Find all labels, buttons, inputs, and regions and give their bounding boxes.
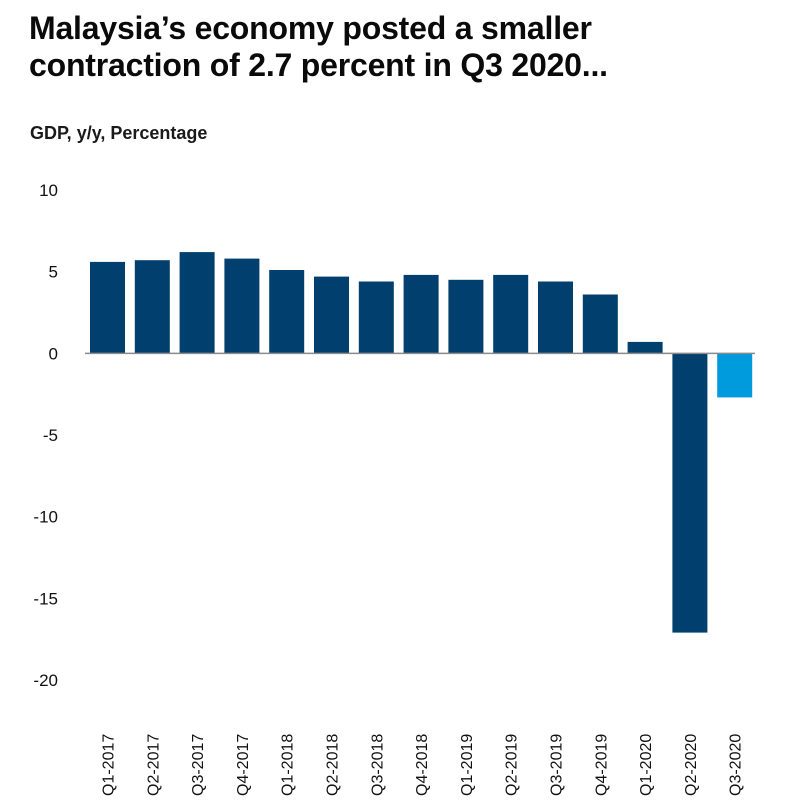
bar-q3-2020 <box>717 353 753 398</box>
x-tick-label: Q2-2018 <box>325 734 342 796</box>
chart-title: Malaysia’s economy posted a smaller cont… <box>29 10 789 84</box>
x-tick-label: Q2-2019 <box>504 734 521 796</box>
x-tick-label: Q2-2020 <box>683 734 700 796</box>
bar-q1-2019 <box>448 279 484 354</box>
bar-q2-2017 <box>134 260 170 354</box>
y-tick-label: 0 <box>49 344 58 363</box>
bar-q4-2019 <box>582 294 618 354</box>
bar-q2-2018 <box>314 276 349 354</box>
x-tick-label: Q1-2017 <box>101 734 118 796</box>
bar-q2-2019 <box>493 274 529 354</box>
bar-q3-2017 <box>179 252 215 354</box>
y-tick-label: -10 <box>33 508 58 527</box>
chart-title-line-2: contraction of 2.7 percent in Q3 2020... <box>29 47 608 83</box>
bar-q2-2020 <box>672 353 708 633</box>
x-tick-label: Q3-2017 <box>190 734 207 796</box>
x-tick-label: Q1-2020 <box>638 734 655 796</box>
x-tick-label: Q3-2019 <box>549 734 566 796</box>
x-tick-label: Q1-2018 <box>280 734 297 796</box>
x-tick-label: Q4-2017 <box>235 734 252 796</box>
y-tick-label: 5 <box>49 263 58 282</box>
bar-q1-2018 <box>269 270 305 354</box>
bar-q4-2018 <box>403 274 439 354</box>
x-tick-label: Q2-2017 <box>145 734 162 796</box>
y-tick-label: -5 <box>43 426 58 445</box>
x-tick-label: Q3-2018 <box>369 734 386 796</box>
bars <box>90 252 753 633</box>
bar-q3-2019 <box>538 281 573 354</box>
bar-q3-2018 <box>358 281 394 354</box>
bar-q1-2020 <box>627 341 663 354</box>
chart-subtitle: GDP, y/y, Percentage <box>30 123 208 143</box>
bar-q1-2017 <box>90 261 125 354</box>
x-tick-label: Q3-2020 <box>728 734 745 796</box>
x-tick-label: Q1-2019 <box>459 734 476 796</box>
y-tick-label: 10 <box>39 181 58 200</box>
chart-title-line-1: Malaysia’s economy posted a smaller <box>29 10 592 46</box>
y-tick-label: -20 <box>33 671 58 690</box>
x-axis-labels: Q1-2017 Q2-2017 Q3-2017 Q4-2017 Q1-2018 Q2-20… <box>101 734 745 796</box>
x-tick-label: Q4-2018 <box>414 734 431 796</box>
y-axis-ticks: 10 5 0 -5 -10 -15 -20 <box>33 181 58 690</box>
x-tick-label: Q4-2019 <box>593 734 610 796</box>
y-tick-label: -15 <box>33 589 58 608</box>
bar-q4-2017 <box>224 258 260 354</box>
